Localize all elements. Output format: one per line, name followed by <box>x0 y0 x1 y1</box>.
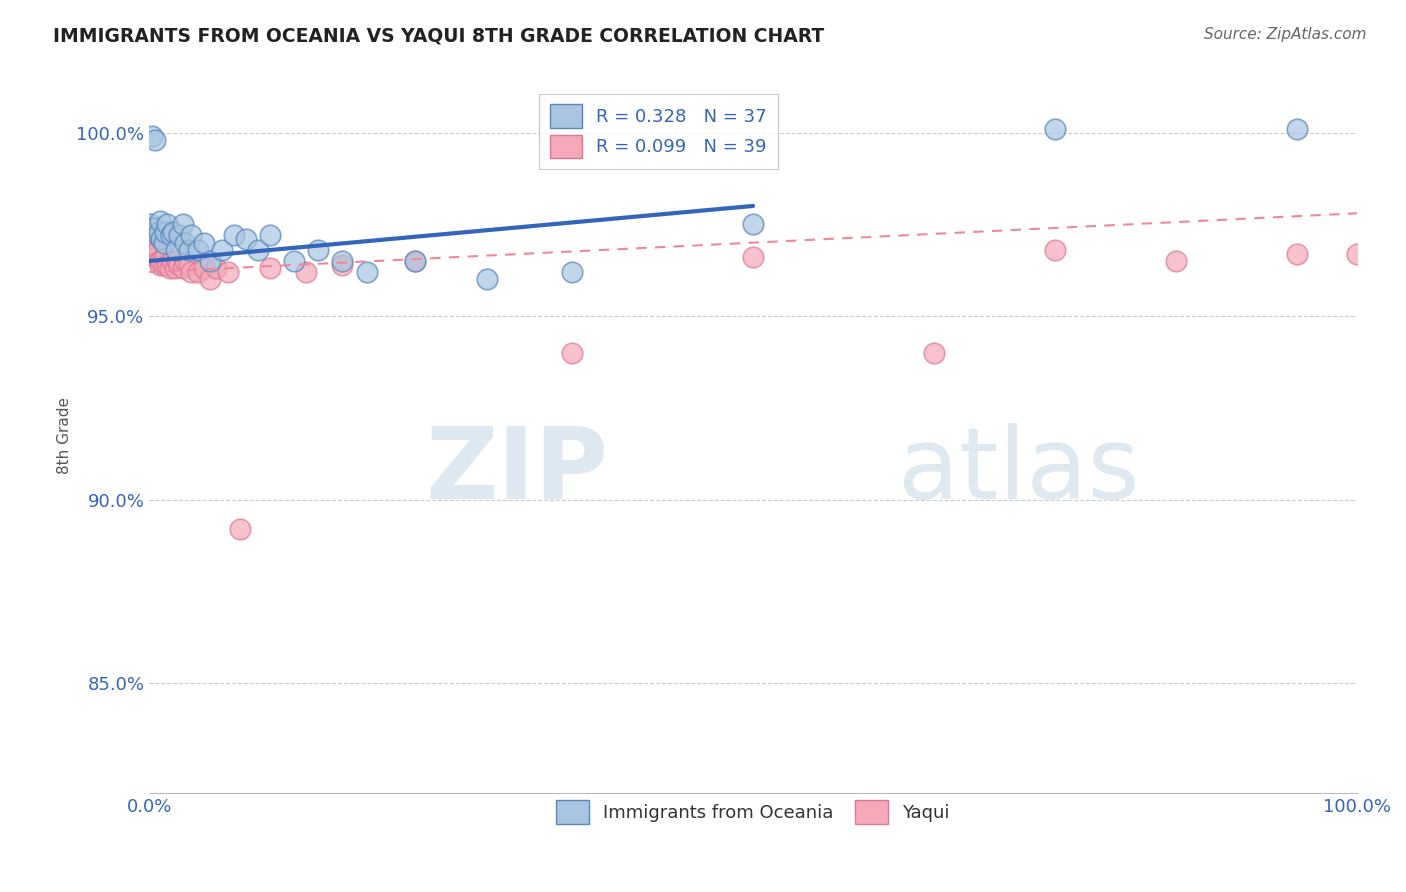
Point <box>229 522 252 536</box>
Point <box>139 228 162 243</box>
Point <box>259 261 281 276</box>
Point <box>356 265 378 279</box>
Point <box>1346 246 1368 260</box>
Point <box>142 221 165 235</box>
Point <box>742 217 765 231</box>
Point <box>145 250 167 264</box>
Point <box>146 243 169 257</box>
Point <box>198 254 221 268</box>
Point <box>217 265 239 279</box>
Point <box>222 228 245 243</box>
Point <box>156 217 179 231</box>
Point <box>149 258 172 272</box>
Point <box>561 346 583 360</box>
Text: Source: ZipAtlas.com: Source: ZipAtlas.com <box>1204 27 1367 42</box>
Text: IMMIGRANTS FROM OCEANIA VS YAQUI 8TH GRADE CORRELATION CHART: IMMIGRANTS FROM OCEANIA VS YAQUI 8TH GRA… <box>53 27 825 45</box>
Point <box>477 272 499 286</box>
Point <box>1043 121 1066 136</box>
Point <box>180 265 202 279</box>
Point <box>162 225 184 239</box>
Point <box>174 254 197 268</box>
Point <box>204 261 226 276</box>
Point <box>177 258 200 272</box>
Point <box>160 228 183 243</box>
Point <box>149 213 172 227</box>
Point <box>169 228 191 243</box>
Point <box>193 261 215 276</box>
Point <box>404 254 426 268</box>
Point <box>166 254 188 268</box>
Point <box>186 265 208 279</box>
Point <box>172 217 194 231</box>
Point <box>148 254 170 268</box>
Point <box>141 129 163 144</box>
Legend: Immigrants from Oceania, Yaqui: Immigrants from Oceania, Yaqui <box>546 789 960 834</box>
Point <box>153 225 176 239</box>
Point <box>139 217 162 231</box>
Point <box>332 258 354 272</box>
Point <box>561 265 583 279</box>
Point <box>150 232 173 246</box>
Point <box>142 235 165 250</box>
Point <box>172 261 194 276</box>
Point <box>235 232 257 246</box>
Point <box>742 250 765 264</box>
Point <box>1285 121 1308 136</box>
Point <box>143 133 166 147</box>
Point <box>163 261 186 276</box>
Point <box>143 243 166 257</box>
Point <box>177 243 200 257</box>
Point <box>283 254 305 268</box>
Point <box>307 243 329 257</box>
Point <box>169 258 191 272</box>
Point <box>259 228 281 243</box>
Text: atlas: atlas <box>898 423 1140 520</box>
Point <box>211 243 233 257</box>
Point <box>186 243 208 257</box>
Text: ZIP: ZIP <box>425 423 609 520</box>
Point <box>246 243 269 257</box>
Point <box>153 250 176 264</box>
Point <box>160 254 183 268</box>
Point <box>148 225 170 239</box>
Point <box>1164 254 1187 268</box>
Point <box>404 254 426 268</box>
Point <box>152 258 174 272</box>
Point <box>180 228 202 243</box>
Point <box>165 243 187 257</box>
Point <box>1285 246 1308 260</box>
Point <box>193 235 215 250</box>
Point <box>922 346 945 360</box>
Point <box>146 228 169 243</box>
Point <box>1043 243 1066 257</box>
Point <box>150 254 173 268</box>
Point <box>141 221 163 235</box>
Point <box>159 261 181 276</box>
Point <box>143 246 166 260</box>
Point <box>198 272 221 286</box>
Y-axis label: 8th Grade: 8th Grade <box>58 397 72 474</box>
Point <box>174 235 197 250</box>
Point <box>156 258 179 272</box>
Point <box>295 265 318 279</box>
Point <box>152 235 174 250</box>
Point <box>332 254 354 268</box>
